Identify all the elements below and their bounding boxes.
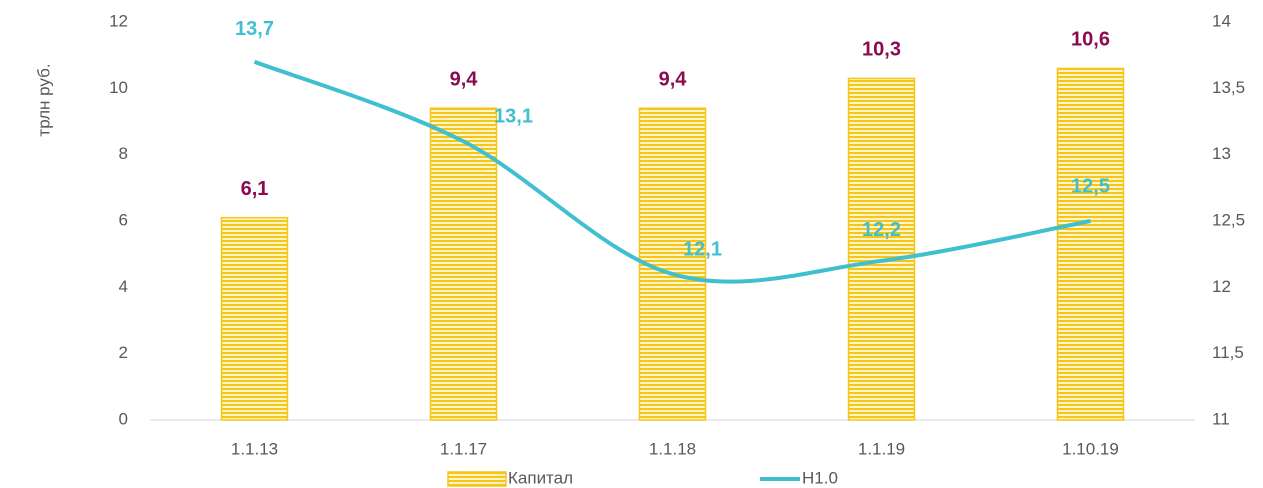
line-value-label: 12,1 <box>683 238 722 260</box>
y-tick-label: 2 <box>119 343 128 362</box>
line-value-label: 13,1 <box>494 106 533 128</box>
bar-value-label: 10,3 <box>862 39 901 61</box>
y2-tick-label: 13 <box>1212 144 1231 163</box>
legend-swatch <box>447 471 507 487</box>
bar-value-label: 10,6 <box>1071 29 1110 51</box>
bar <box>220 216 289 421</box>
y2-tick-label: 12 <box>1212 277 1231 296</box>
y2-tick-label: 11 <box>1212 409 1230 428</box>
y-tick-label: 6 <box>119 210 128 229</box>
legend-label: Н1.0 <box>802 468 838 487</box>
line-value-label: 13,7 <box>235 18 274 40</box>
y2-tick-label: 14 <box>1212 11 1231 30</box>
x-tick-label: 1.1.13 <box>231 439 278 458</box>
line <box>253 59 1091 284</box>
legend-label: Капитал <box>508 468 573 487</box>
bar-value-label: 9,4 <box>659 69 688 91</box>
y2-tick-label: 11,5 <box>1212 343 1244 362</box>
y-tick-label: 10 <box>109 78 128 97</box>
line-value-label: 12,5 <box>1071 175 1110 197</box>
bar <box>847 77 916 421</box>
bar-value-label: 6,1 <box>241 178 269 200</box>
y-tick-label: 0 <box>119 409 128 428</box>
bar <box>1056 67 1125 421</box>
x-tick-label: 1.1.19 <box>858 439 905 458</box>
bar <box>429 107 498 421</box>
y2-tick-label: 13,5 <box>1212 78 1245 97</box>
x-tick-label: 1.10.19 <box>1062 439 1119 458</box>
y-tick-label: 8 <box>119 144 128 163</box>
bar-value-label: 9,4 <box>450 69 479 91</box>
x-tick-label: 1.1.18 <box>649 439 696 458</box>
y-tick-label: 4 <box>119 277 128 296</box>
line-value-label: 12,2 <box>862 219 901 241</box>
y2-tick-label: 12,5 <box>1212 210 1245 229</box>
y-tick-label: 12 <box>109 11 128 30</box>
x-tick-label: 1.1.17 <box>440 439 487 458</box>
y-axis-title: трлн руб. <box>34 63 53 136</box>
